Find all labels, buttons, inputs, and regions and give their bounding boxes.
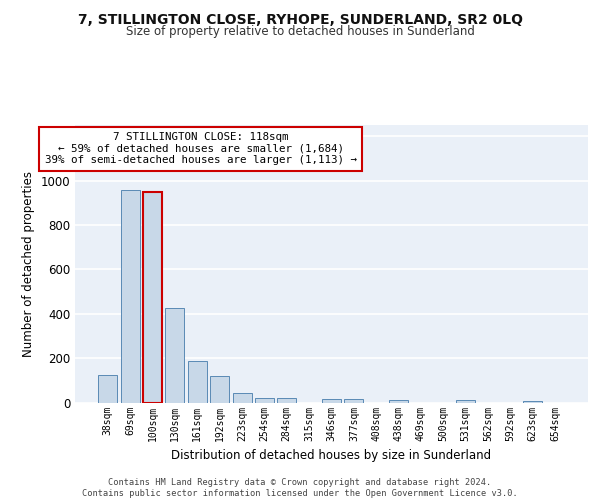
- Bar: [389, 400, 408, 402]
- Bar: [98, 375, 118, 402]
- Bar: [322, 399, 341, 402]
- X-axis label: Distribution of detached houses by size in Sunderland: Distribution of detached houses by size …: [172, 449, 491, 462]
- Bar: [277, 398, 296, 402]
- Text: 7, STILLINGTON CLOSE, RYHOPE, SUNDERLAND, SR2 0LQ: 7, STILLINGTON CLOSE, RYHOPE, SUNDERLAND…: [77, 12, 523, 26]
- Text: 7 STILLINGTON CLOSE: 118sqm
← 59% of detached houses are smaller (1,684)
39% of : 7 STILLINGTON CLOSE: 118sqm ← 59% of det…: [44, 132, 356, 165]
- Bar: [121, 190, 140, 402]
- Text: Contains HM Land Registry data © Crown copyright and database right 2024.
Contai: Contains HM Land Registry data © Crown c…: [82, 478, 518, 498]
- Y-axis label: Number of detached properties: Number of detached properties: [22, 171, 35, 357]
- Bar: [255, 398, 274, 402]
- Bar: [188, 362, 207, 403]
- Bar: [344, 399, 364, 402]
- Text: Size of property relative to detached houses in Sunderland: Size of property relative to detached ho…: [125, 25, 475, 38]
- Bar: [143, 192, 162, 402]
- Bar: [523, 400, 542, 402]
- Bar: [210, 376, 229, 402]
- Bar: [456, 400, 475, 402]
- Bar: [233, 392, 251, 402]
- Bar: [166, 308, 184, 402]
